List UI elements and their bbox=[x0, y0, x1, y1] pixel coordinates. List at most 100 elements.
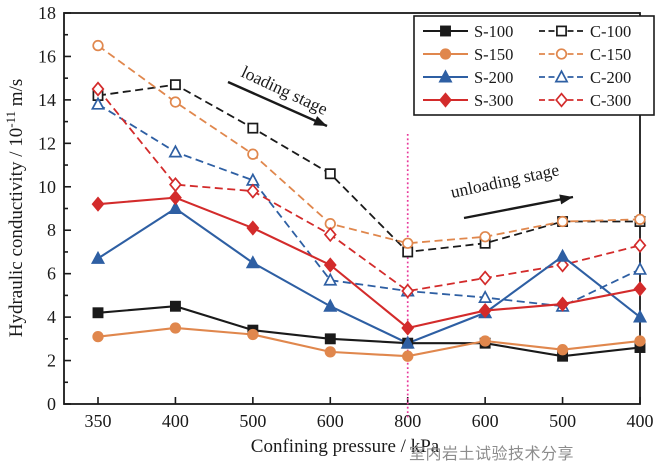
y-tick-label: 14 bbox=[38, 90, 56, 110]
marker-S-100 bbox=[324, 333, 336, 345]
marker-S-200 bbox=[323, 298, 338, 312]
annotation-arrow-1-shaft bbox=[463, 195, 574, 220]
legend-marker-S-150 bbox=[439, 48, 452, 60]
marker-S-150 bbox=[634, 335, 646, 347]
legend-label-C-100: C-100 bbox=[590, 22, 631, 41]
annotation-text-0: loading stage bbox=[238, 61, 331, 118]
marker-S-150 bbox=[92, 331, 104, 343]
marker-S-200 bbox=[555, 248, 570, 262]
legend-box bbox=[413, 15, 655, 116]
y-tick-label: 18 bbox=[38, 3, 56, 23]
marker-C-200 bbox=[478, 289, 493, 304]
series-line-C-150 bbox=[97, 44, 641, 245]
x-tick-label: 400 bbox=[627, 411, 654, 431]
series-line-C-100 bbox=[97, 83, 640, 253]
legend-marker-S-300 bbox=[439, 92, 452, 108]
marker-C-300 bbox=[323, 226, 337, 243]
annotation-text-1: unloading stage bbox=[449, 159, 561, 202]
legend-label-S-300: S-300 bbox=[474, 91, 513, 110]
legend-label-C-150: C-150 bbox=[590, 45, 631, 64]
marker-S-200 bbox=[90, 250, 106, 264]
legend-label-S-100: S-100 bbox=[474, 22, 513, 41]
marker-C-150 bbox=[402, 237, 414, 249]
annotation-arrow-0-shaft bbox=[227, 80, 328, 128]
x-tick-label: 400 bbox=[162, 411, 189, 431]
legend-label-S-150: S-150 bbox=[474, 45, 513, 64]
annotation-arrow-1-head bbox=[559, 194, 573, 205]
marker-C-100 bbox=[169, 79, 181, 91]
legend-marker-S-100 bbox=[440, 25, 451, 37]
series-line-S-100 bbox=[97, 305, 641, 358]
y-tick-label: 4 bbox=[47, 307, 56, 327]
marker-C-150 bbox=[247, 148, 259, 160]
legend-label-S-200: S-200 bbox=[474, 68, 513, 87]
x-tick-label: 600 bbox=[472, 411, 499, 431]
watermark-text: 室内岩土试验技术分享 bbox=[409, 446, 575, 463]
legend-marker-C-100 bbox=[556, 25, 567, 37]
x-tick-label: 500 bbox=[239, 411, 266, 431]
marker-S-150 bbox=[169, 322, 182, 334]
marker-S-100 bbox=[169, 300, 181, 312]
legend-marker-S-200 bbox=[438, 69, 453, 83]
y-tick-label: 2 bbox=[47, 351, 56, 371]
marker-S-300 bbox=[478, 302, 492, 319]
marker-S-200 bbox=[400, 335, 415, 349]
marker-S-200 bbox=[632, 309, 648, 323]
marker-S-300 bbox=[633, 281, 647, 297]
marker-S-150 bbox=[556, 344, 569, 356]
marker-S-200 bbox=[245, 255, 260, 269]
marker-S-100 bbox=[92, 307, 104, 319]
y-tick-label: 8 bbox=[47, 220, 56, 240]
marker-C-200 bbox=[168, 144, 183, 158]
marker-S-300 bbox=[323, 257, 337, 273]
marker-C-150 bbox=[169, 96, 182, 108]
y-axis-title: Hydraulic conductivity / 10-11 m/s bbox=[3, 79, 27, 338]
marker-C-200 bbox=[90, 96, 106, 110]
marker-C-300 bbox=[401, 283, 415, 299]
x-tick-label: 500 bbox=[549, 411, 576, 431]
legend-label-C-200: C-200 bbox=[590, 68, 631, 87]
marker-S-300 bbox=[401, 320, 415, 336]
y-tick-label: 12 bbox=[38, 133, 56, 153]
y-tick-label: 16 bbox=[38, 46, 56, 66]
x-tick-label: 800 bbox=[394, 411, 421, 431]
legend-marker-C-200 bbox=[554, 69, 569, 83]
marker-C-150 bbox=[634, 213, 646, 226]
x-tick-label: 350 bbox=[85, 411, 112, 431]
marker-C-150 bbox=[479, 231, 491, 243]
marker-C-300 bbox=[478, 270, 492, 286]
marker-S-300 bbox=[556, 296, 569, 312]
legend-marker-C-300 bbox=[555, 92, 568, 108]
marker-C-300 bbox=[633, 237, 647, 254]
series-line-S-300 bbox=[97, 196, 641, 330]
marker-C-300 bbox=[246, 183, 260, 199]
y-tick-label: 0 bbox=[47, 394, 56, 414]
marker-C-100 bbox=[247, 122, 259, 134]
marker-C-200 bbox=[323, 272, 338, 286]
y-tick-label: 6 bbox=[47, 264, 56, 284]
x-tick-label: 600 bbox=[317, 411, 344, 431]
series-line-S-150 bbox=[97, 326, 641, 358]
marker-C-300 bbox=[556, 257, 569, 273]
marker-S-200 bbox=[168, 200, 183, 214]
series-line-S-200 bbox=[97, 207, 641, 345]
y-tick-label: 10 bbox=[38, 177, 56, 197]
x-axis-title: Confining pressure / kPa bbox=[251, 436, 440, 457]
marker-S-150 bbox=[324, 346, 336, 358]
marker-S-150 bbox=[479, 335, 491, 347]
marker-S-150 bbox=[402, 350, 414, 362]
marker-C-300 bbox=[91, 81, 105, 97]
marker-C-100 bbox=[324, 168, 336, 180]
marker-S-300 bbox=[246, 220, 260, 236]
legend-label-C-300: C-300 bbox=[590, 91, 631, 110]
legend-marker-C-150 bbox=[555, 48, 568, 60]
marker-S-300 bbox=[169, 190, 182, 206]
series-line-C-300 bbox=[97, 88, 641, 292]
marker-C-150 bbox=[556, 215, 569, 228]
marker-C-150 bbox=[92, 39, 104, 52]
marker-C-200 bbox=[632, 261, 648, 275]
marker-S-300 bbox=[91, 196, 105, 212]
annotation-arrow-0-head bbox=[313, 116, 327, 126]
